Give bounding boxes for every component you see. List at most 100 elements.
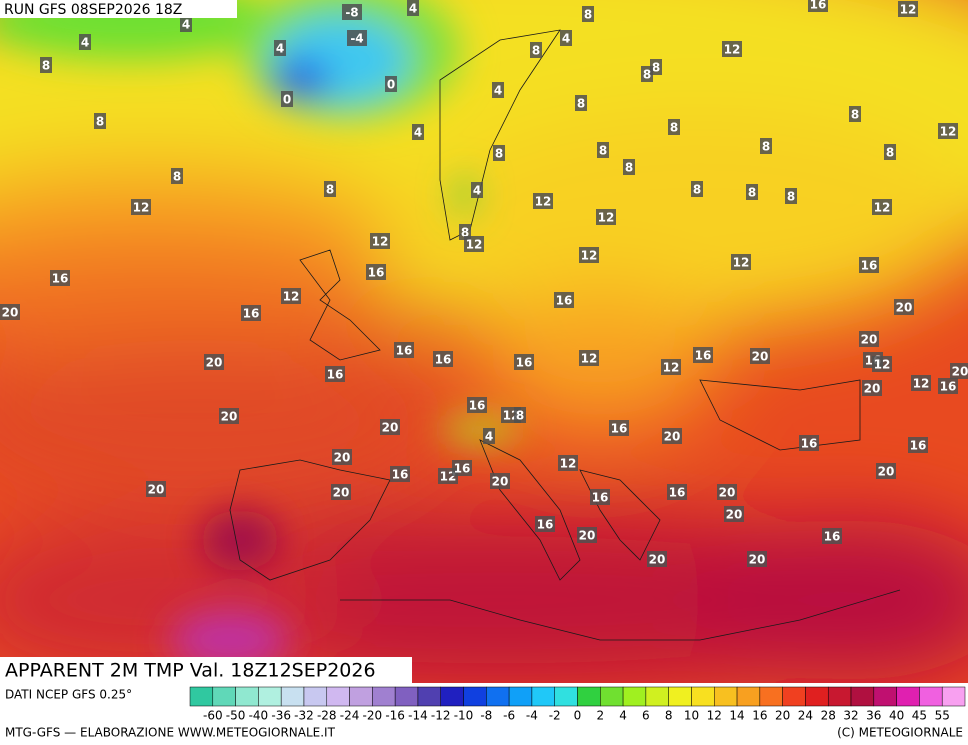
scale-label: -36: [271, 709, 291, 723]
label-box: [347, 30, 367, 46]
contour-label: 20: [2, 306, 19, 320]
contour-label: 16: [396, 344, 413, 358]
label-box: [241, 305, 261, 321]
contour-label: 20: [864, 382, 881, 396]
label-box: [281, 91, 293, 107]
label-box: [171, 168, 183, 184]
label-box: [575, 95, 587, 111]
scale-swatch: [554, 686, 578, 707]
contour-label: 16: [824, 530, 841, 544]
label-box: [609, 420, 629, 436]
contour-label: 12: [900, 3, 917, 17]
label-box: [467, 397, 487, 413]
scale-swatch: [691, 686, 715, 707]
label-box: [596, 209, 616, 225]
label-box: [661, 359, 681, 375]
label-box: [808, 0, 828, 12]
scale-label: -14: [408, 709, 428, 723]
contour-label: 16: [940, 380, 957, 394]
label-box: [668, 119, 680, 135]
label-box: [452, 460, 472, 476]
scale-label: -16: [385, 709, 405, 723]
contour-label: 16: [469, 399, 486, 413]
contour-label: 16: [810, 0, 827, 12]
contour-label: 20: [752, 350, 769, 364]
label-box: [577, 527, 597, 543]
label-box: [662, 428, 682, 444]
label-box: [894, 299, 914, 315]
contour-label: 20: [719, 486, 736, 500]
scale-label: 28: [821, 709, 836, 723]
scale-label: -10: [454, 709, 474, 723]
scale-swatch: [417, 686, 441, 707]
label-box: [859, 257, 879, 273]
contour-label: 16: [910, 439, 927, 453]
scale-swatch: [919, 686, 943, 707]
contour-label: 8: [584, 8, 592, 22]
contour-label: 20: [952, 365, 968, 379]
scale-label: -28: [317, 709, 337, 723]
scale-swatch: [486, 686, 510, 707]
scale-swatch: [645, 686, 669, 707]
contour-label: 20: [334, 451, 351, 465]
label-box: [483, 428, 495, 444]
contour-label: 8: [652, 61, 660, 75]
contour-label: 12: [733, 256, 750, 270]
label-box: [667, 484, 687, 500]
scale-swatch: [463, 686, 487, 707]
scale-label: 32: [843, 709, 858, 723]
contour-label: 20: [333, 486, 350, 500]
label-box: [554, 292, 574, 308]
scale-swatch: [759, 686, 783, 707]
label-box: [50, 270, 70, 286]
label-box: [464, 236, 484, 252]
contour-label: 8: [516, 409, 524, 423]
scale-swatch: [736, 686, 761, 707]
scale-swatch: [827, 686, 852, 707]
scale-swatch: [600, 686, 624, 707]
label-box: [390, 466, 410, 482]
label-box: [597, 142, 609, 158]
label-box: [514, 354, 534, 370]
contour-label: 4: [473, 184, 481, 198]
run-label: RUN GFS 08SEP2026 18Z: [4, 2, 182, 18]
scale-swatch: [303, 686, 328, 707]
scale-label: 24: [798, 709, 813, 723]
contour-label: 4: [409, 2, 417, 16]
label-box: [324, 181, 336, 197]
contour-label: 12: [940, 125, 957, 139]
contour-label: 16: [243, 307, 260, 321]
scale-swatch: [896, 686, 920, 707]
scale-swatch: [235, 686, 259, 707]
label-box: [579, 247, 599, 263]
contour-label: 8: [748, 186, 756, 200]
label-box: [131, 199, 151, 215]
scale-swatch: [394, 686, 419, 707]
contour-label: 12: [560, 457, 577, 471]
contour-label: 20: [878, 465, 895, 479]
label-box: [859, 331, 879, 347]
contour-label: 4: [182, 18, 190, 32]
contour-label: 16: [327, 368, 344, 382]
contour-label: 20: [726, 508, 743, 522]
scale-label: -20: [363, 709, 383, 723]
label-box: [342, 4, 362, 20]
label-box: [180, 16, 192, 32]
contour-label: 4: [485, 430, 493, 444]
contour-label: -4: [350, 32, 363, 46]
label-box: [204, 354, 224, 370]
contour-label: -8: [345, 6, 358, 20]
contour-label: 4: [276, 42, 284, 56]
label-box: [938, 378, 958, 394]
label-box: [693, 347, 713, 363]
scale-swatch: [873, 686, 897, 707]
contour-label: 20: [492, 475, 509, 489]
contour-label: 8: [787, 190, 795, 204]
scale-label: -24: [340, 709, 360, 723]
scale-label: 4: [619, 709, 627, 723]
contour-label: 8: [693, 183, 701, 197]
label-box: [822, 528, 842, 544]
contour-label: 8: [326, 183, 334, 197]
contour-label: 12: [133, 201, 150, 215]
contour-label: 16: [801, 437, 818, 451]
